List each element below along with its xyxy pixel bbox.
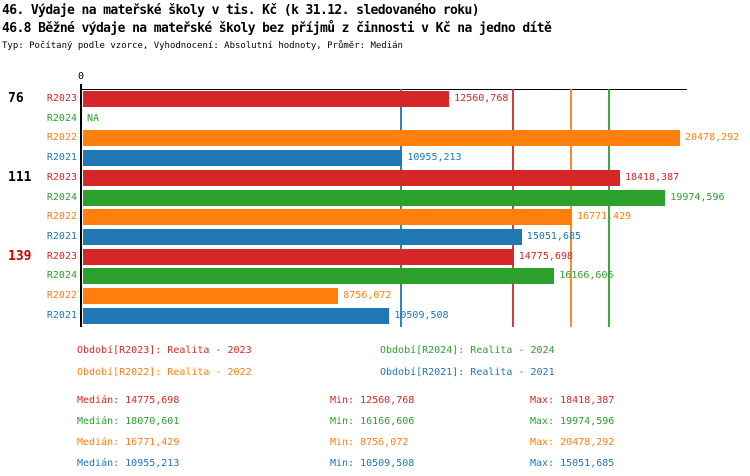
row-label-r2023: R2023 bbox=[46, 171, 77, 183]
value-label-r2022: 16771,429 bbox=[576, 211, 632, 223]
row-label-r2023: R2023 bbox=[46, 93, 77, 104]
value-label-r2024: 16166,606 bbox=[559, 270, 614, 282]
median-line-r2023 bbox=[511, 89, 514, 327]
y-axis-line bbox=[80, 84, 82, 327]
stat-median-r2022: Medián: 16771,429 bbox=[77, 437, 180, 448]
row-label-r2021: R2021 bbox=[46, 309, 77, 321]
bar-r2022 bbox=[83, 209, 572, 226]
chart-title: 46. Výdaje na mateřské školy v tis. Kč (… bbox=[2, 3, 480, 18]
stat-median-r2021: Medián: 10955,213 bbox=[77, 458, 180, 469]
bar-r2023 bbox=[83, 169, 620, 186]
row-label-r2024: R2024 bbox=[46, 191, 77, 203]
legend-item-r2022: Období[R2022]: Realita - 2022 bbox=[77, 367, 252, 378]
stat-min-r2021: Min: 10509,508 bbox=[330, 458, 415, 469]
stat-max-r2022: Max: 20478,292 bbox=[530, 437, 615, 448]
median-line-r2022 bbox=[569, 89, 572, 327]
bar-r2021 bbox=[83, 228, 522, 245]
row-label-r2021: R2021 bbox=[46, 230, 77, 242]
median-line-r2021 bbox=[400, 89, 403, 327]
stat-max-r2024: Max: 19974,596 bbox=[530, 416, 615, 427]
value-label-r2023: 12560,768 bbox=[454, 93, 509, 104]
group-label-76: 76 bbox=[8, 91, 24, 106]
bar-r2021 bbox=[83, 307, 390, 324]
row-label-r2022: R2022 bbox=[46, 211, 77, 223]
row-label-r2021: R2021 bbox=[46, 152, 77, 164]
stat-median-r2024: Medián: 18070,601 bbox=[77, 416, 180, 427]
group-label-111: 111 bbox=[8, 169, 32, 185]
na-label-r2024: NA bbox=[87, 112, 100, 124]
value-label-r2023: 14775,698 bbox=[518, 250, 573, 262]
row-label-r2024: R2024 bbox=[46, 112, 77, 124]
chart-type-info: Typ: Počítaný podle vzorce, Vyhodnocení:… bbox=[2, 41, 403, 51]
legend-item-r2023: Období[R2023]: Realita - 2023 bbox=[77, 345, 252, 356]
row-label-r2023: R2023 bbox=[46, 250, 77, 262]
bar-r2024 bbox=[83, 189, 666, 206]
stat-min-r2024: Min: 16166,606 bbox=[330, 416, 415, 427]
row-label-r2022: R2022 bbox=[46, 132, 77, 144]
value-label-r2022: 20478,292 bbox=[685, 132, 740, 144]
stat-median-r2023: Medián: 14775,698 bbox=[77, 395, 180, 406]
chart-subtitle: 46.8 Běžné výdaje na mateřské školy bez … bbox=[2, 21, 552, 36]
stat-min-r2023: Min: 12560,768 bbox=[330, 395, 415, 406]
value-label-r2022: 8756,072 bbox=[343, 290, 392, 301]
row-label-r2024: R2024 bbox=[46, 270, 77, 282]
bar-r2023 bbox=[83, 248, 514, 265]
bar-r2022 bbox=[83, 288, 339, 304]
group-label-139: 139 bbox=[8, 248, 32, 264]
legend-item-r2021: Období[R2021]: Realita - 2021 bbox=[380, 367, 555, 378]
stat-min-r2022: Min: 8756,072 bbox=[330, 437, 409, 448]
x-axis-zero-label: 0 bbox=[77, 71, 85, 82]
value-label-r2023: 18418,387 bbox=[624, 171, 680, 183]
value-label-r2021: 15051,685 bbox=[526, 230, 581, 242]
x-axis-line bbox=[80, 89, 687, 90]
bar-r2022 bbox=[83, 130, 680, 147]
legend-item-r2024: Období[R2024]: Realita - 2024 bbox=[380, 345, 555, 356]
value-label-r2021: 10955,213 bbox=[407, 152, 462, 164]
row-label-r2022: R2022 bbox=[46, 290, 77, 301]
value-label-r2024: 19974,596 bbox=[670, 191, 725, 203]
value-label-r2021: 10509,508 bbox=[394, 309, 449, 321]
bar-r2021 bbox=[83, 150, 403, 167]
bar-r2024 bbox=[83, 268, 555, 285]
stat-max-r2021: Max: 15051,685 bbox=[530, 458, 615, 469]
median-line-r2024 bbox=[607, 89, 610, 327]
stat-max-r2023: Max: 18418,387 bbox=[530, 395, 615, 406]
bar-r2023 bbox=[83, 91, 450, 107]
